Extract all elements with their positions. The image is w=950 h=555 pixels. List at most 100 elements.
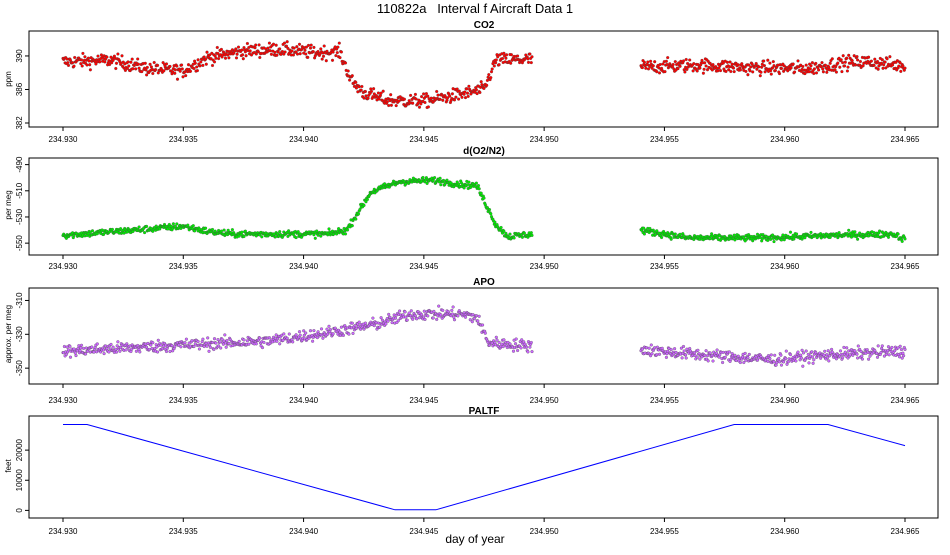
- data-point: [841, 54, 845, 58]
- data-point: [736, 63, 740, 67]
- data-point: [379, 91, 383, 95]
- data-point: [339, 50, 343, 54]
- data-point: [415, 317, 419, 321]
- data-point: [858, 59, 862, 64]
- data-point: [497, 340, 501, 344]
- data-point: [175, 77, 180, 81]
- data-point: [529, 340, 533, 345]
- x-tick-label: 234.950: [530, 527, 559, 536]
- panel-o2n2-frame: [28, 157, 939, 256]
- data-point: [846, 65, 850, 69]
- data-point: [457, 97, 461, 101]
- data-point: [237, 234, 241, 238]
- data-point: [807, 70, 811, 74]
- data-point: [774, 363, 778, 367]
- data-point: [663, 70, 667, 74]
- data-point: [337, 227, 341, 231]
- data-point: [101, 348, 106, 352]
- data-point: [84, 352, 88, 356]
- data-point: [208, 53, 212, 57]
- data-point: [275, 339, 279, 343]
- data-point: [899, 69, 903, 73]
- data-point: [95, 342, 99, 346]
- data-point: [262, 340, 266, 344]
- data-point: [205, 344, 209, 348]
- data-point: [834, 70, 838, 74]
- data-point: [769, 69, 773, 73]
- data-point: [514, 337, 518, 341]
- data-point: [494, 58, 498, 62]
- data-point: [681, 344, 686, 349]
- data-point: [703, 353, 707, 357]
- data-point: [896, 232, 900, 236]
- data-point: [449, 181, 453, 185]
- data-point: [727, 350, 731, 354]
- data-point: [319, 234, 323, 238]
- data-point: [337, 41, 341, 45]
- data-point: [435, 89, 439, 94]
- data-point: [85, 63, 89, 67]
- data-point: [173, 345, 177, 349]
- data-point: [721, 350, 725, 354]
- data-point: [452, 98, 457, 102]
- data-point: [199, 60, 203, 64]
- data-point: [219, 346, 223, 350]
- data-point: [131, 67, 135, 71]
- data-point: [407, 311, 411, 315]
- data-point: [304, 331, 308, 335]
- data-point: [736, 354, 740, 358]
- data-point: [436, 93, 440, 97]
- data-point: [411, 317, 415, 321]
- data-point: [698, 357, 702, 361]
- data-point: [196, 58, 200, 62]
- data-point: [648, 64, 652, 68]
- data-point: [504, 231, 508, 235]
- data-point: [175, 222, 179, 226]
- data-point: [854, 63, 858, 67]
- data-point: [295, 52, 300, 56]
- data-point: [456, 314, 460, 318]
- data-point: [413, 92, 417, 96]
- data-point: [669, 237, 673, 241]
- data-point: [830, 57, 834, 61]
- data-point: [867, 357, 871, 361]
- data-point: [195, 65, 199, 69]
- data-point: [477, 187, 481, 191]
- data-point: [800, 348, 804, 352]
- data-point: [465, 87, 469, 91]
- y-tick-label: -530: [15, 208, 24, 225]
- data-point: [168, 64, 172, 68]
- data-point: [103, 344, 108, 348]
- data-point: [452, 318, 457, 322]
- y-tick-label: 0: [15, 508, 24, 513]
- data-point: [489, 76, 493, 80]
- data-point: [897, 355, 902, 359]
- x-tick-label: 234.945: [409, 262, 438, 271]
- data-point: [843, 64, 847, 68]
- data-point: [144, 68, 148, 72]
- data-point: [372, 324, 376, 328]
- data-point: [409, 93, 413, 97]
- data-point: [422, 92, 426, 96]
- data-point: [746, 73, 750, 77]
- data-point: [303, 48, 307, 52]
- data-point: [669, 347, 673, 352]
- data-point: [727, 68, 731, 72]
- data-point: [219, 47, 223, 51]
- data-point: [842, 345, 846, 349]
- data-point: [78, 349, 82, 353]
- data-point: [178, 69, 182, 73]
- data-point: [294, 50, 298, 54]
- data-point: [83, 55, 87, 59]
- data-point: [433, 176, 437, 180]
- data-point: [779, 66, 784, 71]
- data-point: [62, 344, 66, 349]
- data-point: [680, 356, 684, 360]
- data-point: [183, 341, 187, 345]
- data-point: [843, 350, 847, 354]
- data-point: [823, 63, 827, 67]
- data-point: [903, 347, 907, 351]
- x-tick-label: 234.960: [770, 527, 799, 536]
- data-point: [810, 355, 814, 359]
- data-point: [803, 72, 807, 76]
